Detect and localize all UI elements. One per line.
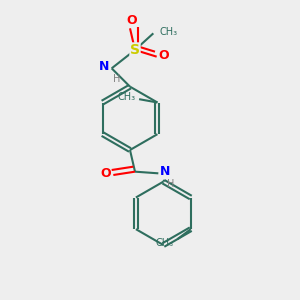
Text: H: H [113, 74, 121, 84]
Text: S: S [130, 43, 140, 57]
Text: O: O [159, 49, 169, 62]
Text: O: O [126, 14, 137, 28]
Text: CH₃: CH₃ [155, 238, 173, 248]
Text: CH₃: CH₃ [118, 92, 136, 103]
Text: CH₃: CH₃ [159, 27, 178, 37]
Text: O: O [101, 167, 111, 180]
Text: H: H [167, 179, 174, 189]
Text: N: N [99, 60, 109, 73]
Text: N: N [160, 165, 170, 178]
